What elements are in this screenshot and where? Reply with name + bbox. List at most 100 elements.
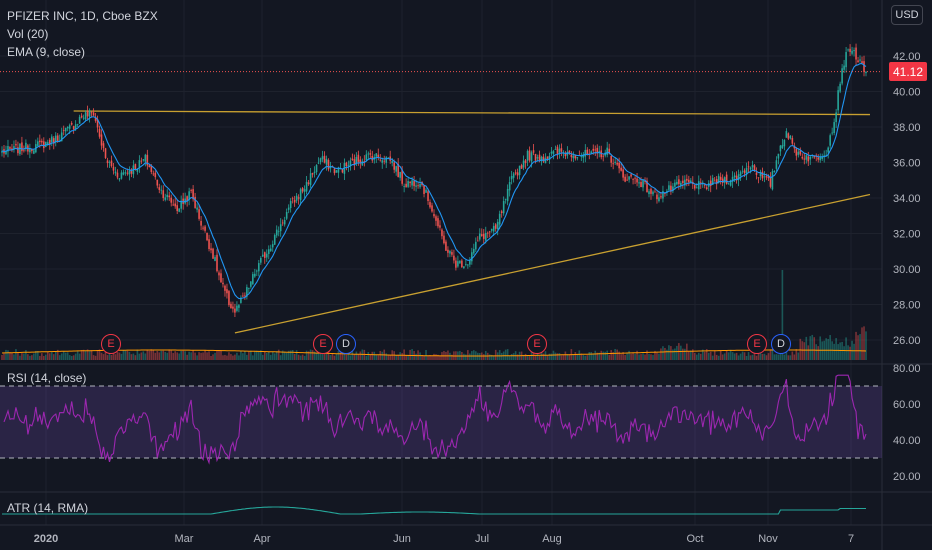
volume-bar <box>703 351 706 360</box>
candle-body <box>349 160 352 167</box>
volume-bar <box>27 354 29 360</box>
candle-body <box>96 119 99 128</box>
volume-bar <box>349 355 352 360</box>
candle-body <box>353 159 356 166</box>
volume-bar <box>271 351 274 360</box>
candle-body <box>488 231 491 233</box>
candle-body <box>31 149 33 152</box>
candle-body <box>140 160 143 162</box>
candle-body <box>554 149 557 150</box>
dividend-event-2[interactable]: D <box>771 334 791 354</box>
volume-bar <box>21 353 23 360</box>
volume-bar <box>672 349 674 360</box>
candle-body <box>164 197 167 200</box>
volume-bar <box>182 350 184 360</box>
volume-bar <box>403 349 405 360</box>
candle-body <box>498 213 501 225</box>
support-trendline[interactable] <box>234 193 871 334</box>
volume-bar <box>534 354 537 360</box>
volume-bar <box>190 352 192 360</box>
volume-bar <box>355 351 358 360</box>
candle-body <box>502 201 505 214</box>
earnings-event-4[interactable]: E <box>747 334 767 354</box>
candle-body <box>216 254 218 272</box>
volume-bar <box>108 350 111 360</box>
volume-bar <box>648 353 650 360</box>
candle-body <box>514 172 517 174</box>
volume-bar <box>56 349 59 360</box>
volume-bar <box>827 339 829 360</box>
candle-body <box>775 160 778 169</box>
candle-body <box>618 162 620 169</box>
candle-body <box>570 154 573 158</box>
candle-body <box>19 143 21 155</box>
candle-body <box>598 151 601 153</box>
candle-body <box>138 160 141 168</box>
volume-bar <box>118 352 121 360</box>
price-axis-tick: 30.00 <box>893 264 921 276</box>
volume-bar <box>604 351 607 360</box>
atr-panel[interactable] <box>2 506 866 515</box>
candle-body <box>214 257 216 261</box>
trendlines[interactable] <box>73 110 871 334</box>
volume-bar <box>763 353 766 360</box>
volume-bar <box>463 353 465 360</box>
volume-bar <box>303 355 306 360</box>
rsi-legend[interactable]: RSI (14, close) <box>7 371 87 385</box>
candle-body <box>37 141 39 146</box>
volume-bar <box>582 354 585 360</box>
rsi-panel[interactable] <box>0 374 882 465</box>
earnings-event-1[interactable]: E <box>101 334 121 354</box>
volume-bar <box>236 352 238 360</box>
volume-bar <box>737 355 740 360</box>
candle-body <box>417 185 419 187</box>
resistance-trendline[interactable] <box>73 110 870 116</box>
candle-body <box>23 150 25 152</box>
candle-body <box>686 178 688 181</box>
volume-bar <box>705 349 708 360</box>
volume-bar <box>48 353 51 360</box>
volume-bar <box>743 352 746 360</box>
volume-bar <box>43 355 45 360</box>
time-axis-label: 7 <box>848 533 854 545</box>
volume-bar <box>451 354 453 360</box>
time-axis-label: 2020 <box>34 533 58 545</box>
candle-body <box>112 166 115 171</box>
volume-bar <box>530 349 533 360</box>
volume-legend[interactable]: Vol (20) <box>7 27 49 41</box>
volume-bar <box>757 349 760 360</box>
atr-legend[interactable]: ATR (14, RMA) <box>7 501 89 515</box>
ema-legend[interactable]: EMA (9, close) <box>7 45 86 59</box>
candlestick-series[interactable] <box>1 43 867 317</box>
volume-bar <box>1 354 3 360</box>
currency-button[interactable]: USD <box>891 5 923 25</box>
volume-bar <box>799 338 802 360</box>
candle-body <box>236 305 238 311</box>
candle-body <box>74 124 77 129</box>
candle-body <box>522 160 525 168</box>
candle-body <box>208 239 210 250</box>
candle-body <box>283 220 286 225</box>
volume-bar <box>291 350 294 360</box>
volume-bar <box>614 349 616 360</box>
candle-body <box>397 163 399 177</box>
volume-bar <box>516 354 519 360</box>
candle-body <box>148 165 151 168</box>
earnings-event-3[interactable]: E <box>527 334 547 354</box>
earnings-event-2[interactable]: E <box>313 334 333 354</box>
dividend-event-1[interactable]: D <box>336 334 356 354</box>
candle-body <box>723 177 726 183</box>
volume-bar <box>7 350 9 360</box>
volume-bar <box>35 350 37 360</box>
volume-bar <box>654 350 656 360</box>
symbol-title[interactable]: PFIZER INC, 1D, Cboe BZX <box>7 9 158 23</box>
candle-body <box>526 150 529 161</box>
candle-body <box>825 154 827 156</box>
volume-bar <box>124 350 127 360</box>
volume-bar <box>353 354 356 360</box>
volume-bar <box>459 350 461 360</box>
candle-body <box>699 182 702 184</box>
volume-bar <box>797 352 800 360</box>
candle-body <box>789 135 792 139</box>
